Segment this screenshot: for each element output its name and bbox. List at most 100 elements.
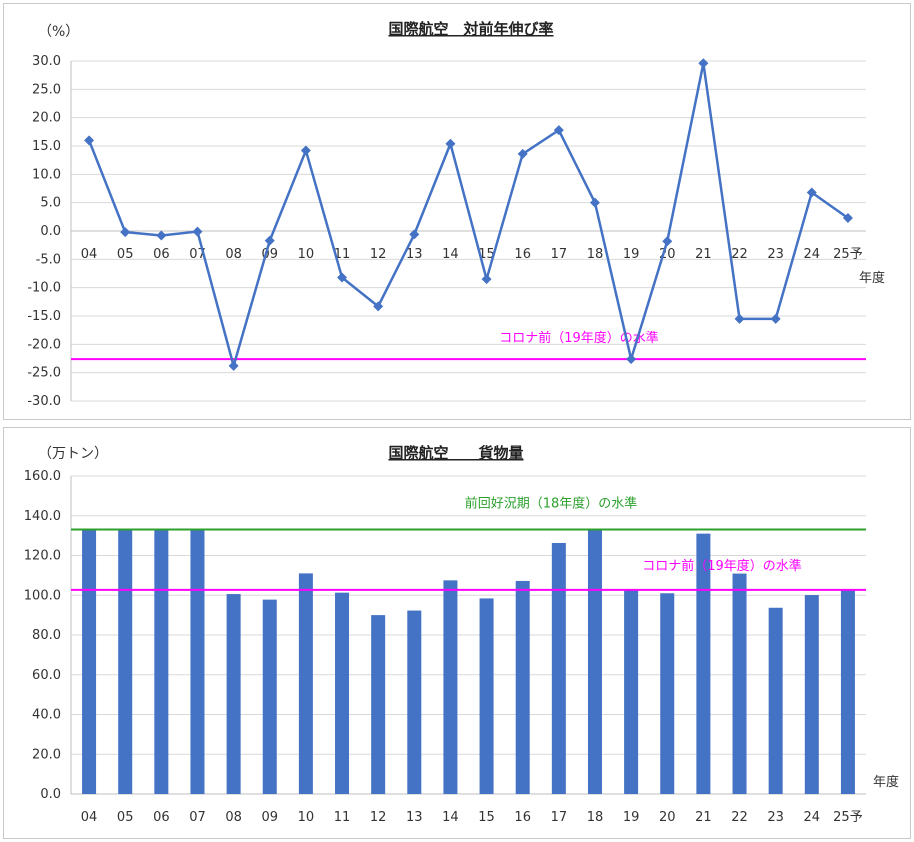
y-tick-label: 60.0 [32, 668, 61, 683]
x-tick-label: 06 [153, 810, 170, 825]
x-tick-label: 21 [695, 810, 712, 825]
x-tick-label: 17 [551, 810, 568, 825]
data-point-marker [662, 236, 673, 247]
bar [840, 590, 855, 794]
bar [479, 598, 494, 794]
y-tick-label: 15.0 [32, 139, 61, 154]
bar [515, 580, 530, 794]
x-tick-label: 08 [225, 810, 242, 825]
bar [154, 530, 169, 794]
cargo-volume-chart: 160.0 140.0 120.0 100.0 80.0 60.0 40.0 20.0 0.0 0… [24, 444, 899, 825]
x-tick-label: 13 [406, 810, 423, 825]
y-tick-label: 30.0 [32, 54, 61, 69]
x-tick-label: 19 [623, 810, 640, 825]
x-tick-label: 16 [514, 810, 531, 825]
x-tick-label: 16 [514, 247, 531, 262]
x-tick-label: 04 [81, 247, 98, 262]
data-point-marker [806, 187, 817, 198]
x-tick-label: 07 [189, 810, 206, 825]
x-tick-label: 19 [623, 247, 640, 262]
y-tick-label: 5.0 [40, 196, 61, 211]
growth-rate-chart: 30.0 25.0 20.0 15.0 10.0 5.0 0.0 -5.0 -10.0 -15.0… [27, 20, 885, 409]
data-point-marker [228, 360, 239, 371]
y-tick-label: 20.0 [32, 111, 61, 126]
y-tick-label: 25.0 [32, 82, 61, 97]
bar [696, 533, 711, 794]
data-point-marker [156, 230, 167, 241]
x-tick-label: 21 [695, 247, 712, 262]
x-tick-label: 18 [587, 810, 604, 825]
x-tick-label: 22 [731, 247, 748, 262]
data-point-marker [517, 148, 528, 159]
reference-line-label: コロナ前（19年度）の水準 [499, 330, 659, 346]
growth-rate-chart-panel: 30.0 25.0 20.0 15.0 10.0 5.0 0.0 -5.0 -10.0 -15.0… [3, 3, 911, 420]
x-tick-label: 14 [442, 810, 459, 825]
y-tick-label: 140.0 [24, 509, 61, 524]
y-tick-label: 80.0 [32, 628, 61, 643]
data-point-marker [553, 125, 564, 136]
bar [298, 573, 313, 794]
data-point-marker [84, 135, 95, 146]
reference-line-label: コロナ前（19年度）の水準 [642, 558, 802, 574]
y-tick-label: -5.0 [36, 252, 61, 267]
y-axis-unit: （万トン） [38, 446, 108, 462]
y-axis-unit: （%） [38, 24, 79, 40]
y-tick-label: 0.0 [40, 224, 61, 239]
x-tick-label: 15 [478, 247, 495, 262]
x-tick-label: 12 [370, 810, 387, 825]
bar [371, 615, 386, 794]
bar [587, 529, 602, 794]
data-point-marker [481, 274, 492, 285]
x-tick-label: 23 [767, 810, 784, 825]
bar [732, 573, 747, 794]
x-tick-label: 25予 [833, 810, 863, 825]
x-tick-label: 10 [298, 810, 315, 825]
x-tick-label: 15 [478, 810, 495, 825]
x-tick-label: 24 [804, 810, 821, 825]
y-tick-label: -20.0 [27, 337, 61, 352]
data-point-marker [626, 354, 637, 365]
data-point-marker [698, 58, 709, 69]
data-point-marker [120, 227, 131, 238]
bar [804, 595, 819, 794]
x-tick-label: 05 [117, 247, 134, 262]
data-point-marker [192, 226, 203, 237]
x-tick-label: 18 [587, 247, 604, 262]
bar [335, 592, 350, 794]
x-axis-label: 年度 [859, 270, 885, 286]
bar [443, 580, 458, 794]
bar [660, 593, 675, 794]
x-tick-label: 04 [81, 810, 98, 825]
data-point-marker [264, 235, 275, 246]
bar [226, 594, 241, 794]
x-tick-label: 25予 [833, 247, 863, 262]
bar [82, 528, 97, 794]
data-point-marker [589, 197, 600, 208]
bar [551, 542, 566, 794]
x-tick-label: 14 [442, 247, 459, 262]
bar [768, 607, 783, 794]
x-tick-label: 10 [298, 247, 315, 262]
x-tick-label: 09 [261, 810, 278, 825]
series-line [87, 62, 849, 368]
y-tick-label: -25.0 [27, 366, 61, 381]
bar [624, 589, 639, 794]
x-tick-label: 08 [225, 247, 242, 262]
data-point-marker [770, 313, 781, 324]
reference-line-label: 前回好況期（18年度）の水準 [465, 495, 638, 511]
y-tick-label: 10.0 [32, 167, 61, 182]
x-tick-label: 22 [731, 810, 748, 825]
y-tick-label: 20.0 [32, 747, 61, 762]
y-tick-label: -15.0 [27, 309, 61, 324]
y-tick-label: 120.0 [24, 549, 61, 564]
chart-title: 国際航空 対前年伸び率 [388, 20, 553, 38]
x-tick-label: 11 [334, 247, 351, 262]
x-tick-label: 20 [659, 810, 676, 825]
y-tick-label: 160.0 [24, 469, 61, 484]
x-tick-label: 11 [334, 810, 351, 825]
y-tick-label: -30.0 [27, 394, 61, 409]
data-point-marker [842, 212, 853, 223]
data-point-marker [734, 313, 745, 324]
x-tick-label: 24 [804, 247, 821, 262]
x-tick-label: 06 [153, 247, 170, 262]
